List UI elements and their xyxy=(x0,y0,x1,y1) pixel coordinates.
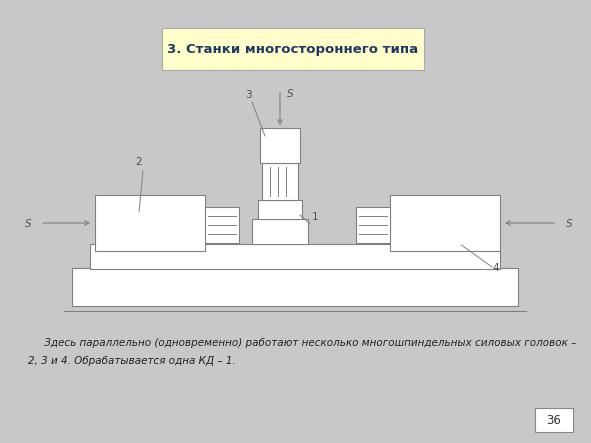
Bar xyxy=(356,207,390,243)
Bar xyxy=(258,200,302,219)
Bar xyxy=(262,163,298,200)
Text: 36: 36 xyxy=(547,413,561,427)
Bar xyxy=(535,408,573,432)
Text: 1: 1 xyxy=(312,212,319,222)
Text: 3: 3 xyxy=(245,90,252,100)
Bar xyxy=(95,195,205,251)
Bar xyxy=(260,128,300,163)
Text: Здесь параллельно (одновременно) работают несколько многошпиндельных силовых гол: Здесь параллельно (одновременно) работаю… xyxy=(28,338,576,348)
Bar xyxy=(252,219,308,244)
Text: 4: 4 xyxy=(492,263,499,273)
Text: S: S xyxy=(566,219,572,229)
Text: 3. Станки многостороннего типа: 3. Станки многостороннего типа xyxy=(167,43,418,55)
Bar xyxy=(205,207,239,243)
Text: S: S xyxy=(287,89,294,99)
Bar xyxy=(162,28,424,70)
Text: 2, 3 и 4. Обрабатывается одна КД – 1.: 2, 3 и 4. Обрабатывается одна КД – 1. xyxy=(28,356,236,366)
Bar xyxy=(72,268,518,306)
Text: S: S xyxy=(25,219,31,229)
Bar xyxy=(90,244,500,269)
Text: 2: 2 xyxy=(135,157,142,167)
Bar xyxy=(390,195,500,251)
